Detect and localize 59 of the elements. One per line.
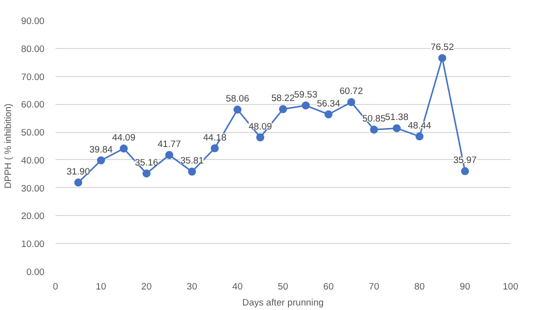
- data-label: 41.77: [158, 139, 181, 150]
- point: [392, 124, 401, 132]
- point: [234, 106, 242, 114]
- x-tick-label: 70: [368, 282, 380, 292]
- data-label: 48.44: [408, 120, 432, 130]
- y-tick-label: 90.00: [21, 16, 44, 26]
- y-tick-label: 60.00: [21, 100, 44, 110]
- data-label: 48.09: [248, 121, 272, 132]
- x-tick-label: 50: [278, 282, 288, 292]
- data-label: 35.16: [134, 157, 158, 168]
- point: [120, 144, 128, 153]
- x-axis-title: Days after prunning: [242, 298, 324, 308]
- data-label: 56.34: [316, 98, 340, 108]
- y-axis-title: DPPH ( % inhibition): [3, 103, 14, 189]
- point: [461, 167, 469, 176]
- point: [165, 151, 174, 159]
- data-label: 35.81: [180, 156, 204, 166]
- point: [438, 54, 446, 62]
- y-tick-label: 70.00: [21, 72, 44, 82]
- data-label: 76.52: [430, 42, 454, 52]
- point: [324, 110, 332, 118]
- point: [97, 156, 105, 164]
- y-tick-label: 80.00: [21, 44, 44, 54]
- point: [302, 101, 310, 110]
- point: [142, 169, 150, 178]
- point: [210, 144, 219, 152]
- y-tick-label: 0.00: [26, 267, 44, 277]
- point: [416, 132, 424, 140]
- x-tick-label: 60: [323, 282, 334, 292]
- x-tick-label: 10: [96, 282, 106, 292]
- data-label: 51.38: [385, 112, 408, 122]
- x-tick-label: 80: [414, 282, 425, 292]
- data-label: 58.06: [226, 94, 250, 104]
- x-tick-label: 0: [52, 282, 58, 292]
- data-label: 60.72: [340, 86, 363, 96]
- y-tick-label: 10.00: [21, 239, 44, 250]
- point: [256, 133, 264, 142]
- x-tick-label: 90: [460, 282, 470, 292]
- x-tick-label: 20: [141, 282, 152, 292]
- data-label: 31.90: [66, 166, 90, 177]
- y-tick-label: 30.00: [21, 183, 44, 194]
- data-label: 44.09: [112, 132, 136, 143]
- point: [347, 98, 356, 106]
- x-tick-label: 100: [502, 282, 518, 292]
- x-tick-label: 40: [232, 282, 243, 292]
- y-tick-label: 50.00: [21, 128, 44, 138]
- data-label: 58.22: [271, 93, 295, 104]
- data-label: 50.85: [362, 114, 386, 124]
- point: [188, 168, 196, 176]
- data-label: 39.84: [89, 144, 113, 154]
- x-tick-label: 30: [186, 282, 198, 292]
- data-label: 44.18: [203, 132, 226, 142]
- y-tick-label: 40.00: [21, 155, 44, 166]
- data-label: 35.97: [453, 155, 477, 166]
- point: [370, 126, 378, 134]
- point: [279, 105, 287, 114]
- point: [74, 178, 82, 187]
- data-label: 59.53: [294, 89, 318, 100]
- y-tick-label: 20.00: [21, 211, 44, 222]
